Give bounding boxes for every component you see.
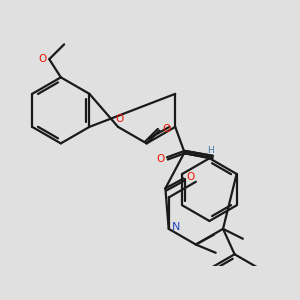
Text: H: H [208,146,214,155]
Text: O: O [163,124,171,134]
Text: O: O [116,114,124,124]
Text: O: O [38,53,46,64]
Text: N: N [172,222,180,232]
Text: O: O [187,172,195,182]
Text: O: O [156,154,165,164]
